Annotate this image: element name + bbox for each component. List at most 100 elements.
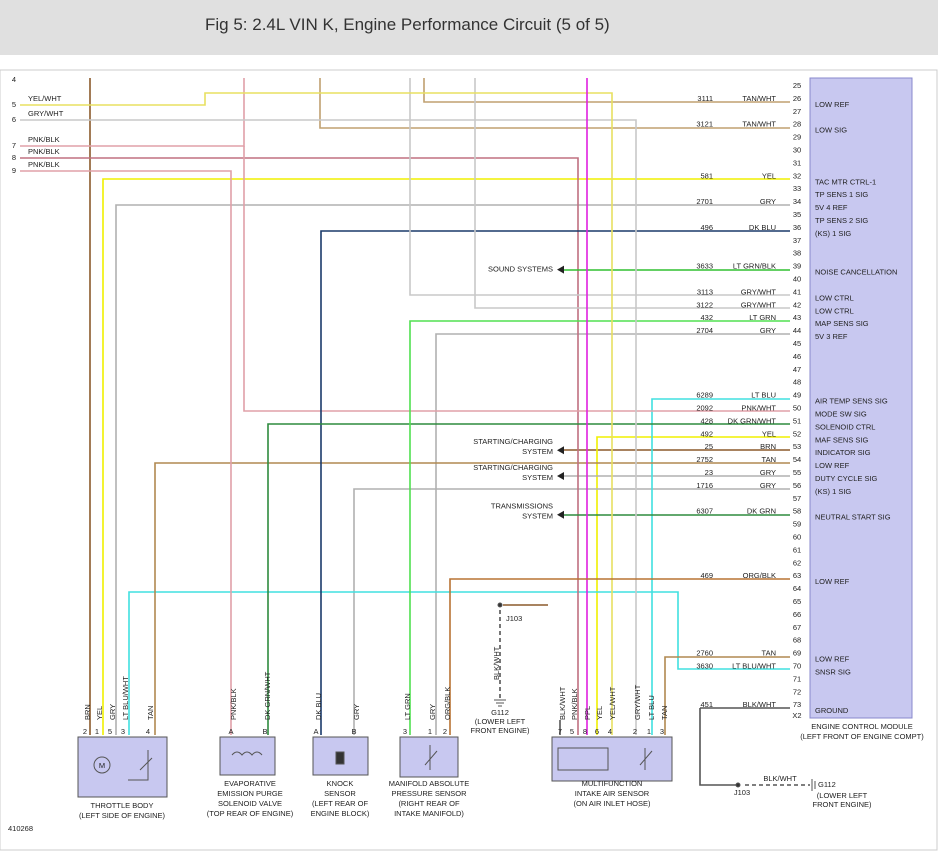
circuit-number: 469 (700, 571, 713, 580)
component-label: (LEFT REAR OF (312, 799, 369, 808)
pin-function: NEUTRAL START SIG (815, 513, 891, 522)
circuit-number: 2704 (696, 326, 713, 335)
pin-number: 45 (793, 339, 801, 348)
circuit-number: 6289 (696, 391, 713, 400)
circuit-number: 496 (700, 223, 713, 232)
pin-number: 44 (793, 326, 801, 335)
component-label: EMISSION PURGE (217, 789, 282, 798)
pin-number: 62 (793, 558, 801, 567)
pin-number: 33 (793, 184, 801, 193)
wires (20, 78, 810, 786)
pin-number: 52 (793, 429, 801, 438)
component-wire-color: LT BLU (647, 695, 656, 720)
component-wire-color: GRY (428, 704, 437, 720)
pin-number: 63 (793, 571, 801, 580)
pin-number: 34 (793, 197, 801, 206)
ground-label: G112 (491, 708, 509, 717)
circuit-number: 432 (700, 313, 713, 322)
component-pin: A (228, 727, 233, 736)
component-label: KNOCK (327, 779, 354, 788)
wire-color: DK GRN (747, 507, 776, 516)
component-graphics: M (77, 602, 816, 798)
circuit-number: 492 (700, 429, 713, 438)
pin-number: 26 (793, 94, 801, 103)
component-label: (TOP REAR OF ENGINE) (207, 809, 294, 818)
component-wire-color: TAN (146, 706, 155, 720)
splice-label: J103 (506, 614, 522, 623)
arrow (557, 472, 564, 480)
pin-function: (KS) 1 SIG (815, 487, 851, 496)
pin-number: 27 (793, 107, 801, 116)
component-label: (LEFT SIDE OF ENGINE) (79, 811, 166, 820)
left-wire-color: PNK/BLK (28, 147, 60, 156)
component-label: MULTIFUNCTION (582, 779, 643, 788)
circuit-number: 3633 (696, 262, 713, 271)
component-wire-color: YEL (95, 706, 104, 720)
component-pin: 7 (558, 727, 562, 736)
component-pin: B (351, 727, 356, 736)
title: Fig 5: 2.4L VIN K, Engine Performance Ci… (205, 15, 610, 34)
pin-number: 37 (793, 236, 801, 245)
component-label: SOLENOID VALVE (218, 799, 282, 808)
pin-number: 56 (793, 481, 801, 490)
pin-number: 71 (793, 674, 801, 683)
component-label: PRESSURE SENSOR (391, 789, 467, 798)
component-label: (RIGHT REAR OF (398, 799, 460, 808)
splice-label: J103 (734, 788, 750, 797)
pin-number: 58 (793, 507, 801, 516)
wire-color: YEL (762, 171, 776, 180)
component-wire-color: YEL/WHT (608, 686, 617, 720)
component-pin: 6 (595, 727, 599, 736)
left-wire-color: GRY/WHT (28, 109, 64, 118)
pin-function: LOW CTRL (815, 306, 854, 315)
circuit-number: 3630 (696, 661, 713, 670)
arrow-label: STARTING/CHARGING (473, 437, 553, 446)
component-wire-color: DK GRN/WHT (263, 671, 272, 720)
ground-location: (LOWER LEFT (817, 791, 868, 800)
pin-number: 28 (793, 120, 801, 129)
pin-function: TP SENS 2 SIG (815, 216, 868, 225)
component-pin: 3 (121, 727, 125, 736)
component-label: INTAKE MANIFOLD) (394, 809, 464, 818)
wire-color: DK GRN/WHT (728, 416, 777, 425)
component-wire-color: LT GRN (403, 693, 412, 720)
pin-number: 65 (793, 597, 801, 606)
ground-location: FRONT ENGINE) (470, 726, 530, 735)
pin-number: 60 (793, 532, 801, 541)
pin-number: 55 (793, 468, 801, 477)
wire-color: GRY (760, 468, 776, 477)
component-pin: 3 (403, 727, 407, 736)
pin-number: 66 (793, 610, 801, 619)
ecm-name: ENGINE CONTROL MODULE (811, 722, 912, 731)
pin-number: 41 (793, 287, 801, 296)
left-wire-color: YEL/WHT (28, 94, 62, 103)
wire-color: LT BLU/WHT (732, 661, 776, 670)
pin-number: 54 (793, 455, 801, 464)
component-label: INTAKE AIR SENSOR (575, 789, 650, 798)
pin-function: SOLENOID CTRL (815, 422, 875, 431)
wire-color: TAN (762, 455, 776, 464)
pin-number: 40 (793, 274, 801, 283)
circuit-number: 451 (700, 700, 713, 709)
pin-number: 53 (793, 442, 801, 451)
pin-number: 72 (793, 687, 801, 696)
pin-function: LOW CTRL (815, 293, 854, 302)
connector-id: X2 (792, 711, 801, 720)
wire-color: GRY (760, 197, 776, 206)
pin-function: MAF SENS SIG (815, 435, 869, 444)
pin-number: 57 (793, 494, 801, 503)
arrow-label: SYSTEM (522, 447, 553, 456)
component-wire-color: PPL (583, 706, 592, 720)
pin-function: DUTY CYCLE SIG (815, 474, 878, 483)
pin-function: LOW REF (815, 100, 850, 109)
circuit-number: 23 (705, 468, 713, 477)
pin-function: NOISE CANCELLATION (815, 268, 897, 277)
pin-number: 32 (793, 171, 801, 180)
component-pin: 3 (660, 727, 664, 736)
pin-number: 61 (793, 545, 801, 554)
component-pin: 2 (443, 727, 447, 736)
wire-color: GRY (760, 481, 776, 490)
wire-color: TAN/WHT (742, 94, 776, 103)
wire-color: YEL (762, 429, 776, 438)
wire-color: LT GRN (749, 313, 776, 322)
